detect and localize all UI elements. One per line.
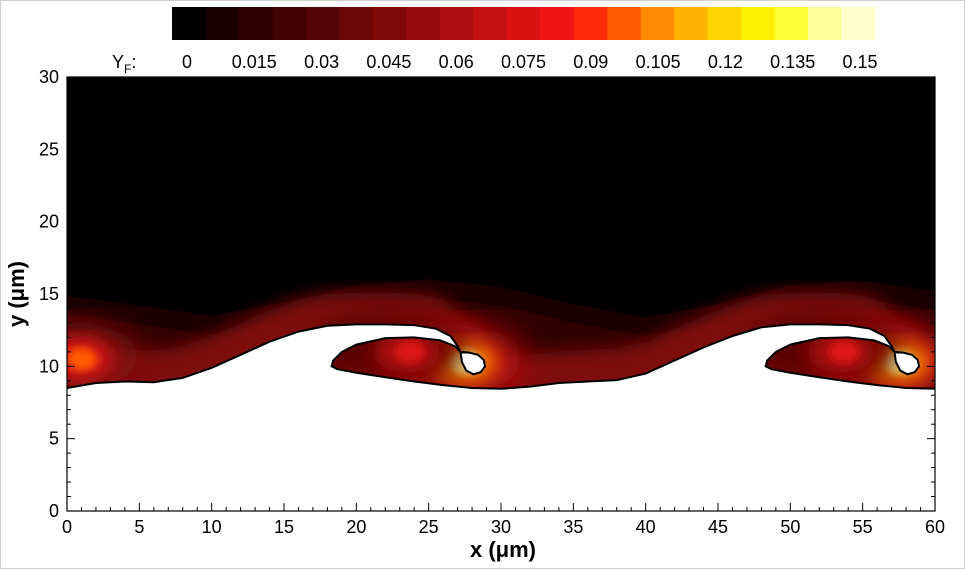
x-tick-label: 45 bbox=[708, 517, 728, 537]
x-tick-label: 15 bbox=[274, 517, 294, 537]
colorbar-labels: YF: 0 0.015 0.03 0.045 0.06 0.075 0.09 0.105 0.1… bbox=[112, 52, 878, 76]
x-tick-label: 30 bbox=[491, 517, 511, 537]
x-axis-title: x (μm) bbox=[470, 537, 536, 562]
x-axis: 0 5 10 15 20 25 30 35 40 45 50 55 60 bbox=[62, 77, 945, 537]
x-tick-label: 20 bbox=[346, 517, 366, 537]
colorbar-swatch bbox=[439, 7, 474, 40]
colorbar-tick-label: 0.045 bbox=[366, 52, 411, 72]
hot-spot-peak bbox=[394, 340, 426, 364]
colorbar-swatch bbox=[808, 7, 843, 40]
colorbar-swatch bbox=[607, 7, 642, 40]
x-tick-label: 5 bbox=[134, 517, 144, 537]
colorbar-swatch bbox=[573, 7, 608, 40]
x-tick-label: 25 bbox=[419, 517, 439, 537]
colorbar-swatch bbox=[305, 7, 340, 40]
colorbar-tick-label: 0.03 bbox=[304, 52, 339, 72]
colorbar-swatch bbox=[372, 7, 407, 40]
hot-spot-peak bbox=[67, 347, 97, 371]
y-tick-label: 15 bbox=[39, 284, 59, 304]
colorbar-variable: Y bbox=[112, 52, 124, 72]
y-tick-label: 30 bbox=[39, 67, 59, 87]
colorbar-variable-subscript: F bbox=[124, 62, 131, 76]
colorbar-tick-label: 0.12 bbox=[708, 52, 743, 72]
plot-area bbox=[67, 77, 935, 511]
interface-contour bbox=[67, 323, 935, 390]
colorbar-swatch bbox=[272, 7, 307, 40]
colorbar-tick-label: 0 bbox=[182, 52, 192, 72]
x-tick-label: 40 bbox=[636, 517, 656, 537]
colorbar-variable-label: YF: bbox=[112, 52, 136, 76]
y-tick-label: 20 bbox=[39, 212, 59, 232]
y-tick-label: 0 bbox=[49, 501, 59, 521]
colorbar-tick-label: 0.105 bbox=[636, 52, 681, 72]
colorbar-swatch bbox=[339, 7, 374, 40]
colorbar-tick-label: 0.06 bbox=[439, 52, 474, 72]
colorbar bbox=[172, 7, 876, 40]
colorbar-swatch bbox=[540, 7, 575, 40]
x-tick-label: 60 bbox=[925, 517, 945, 537]
hot-spot-peak bbox=[828, 340, 860, 364]
colorbar-swatch bbox=[640, 7, 675, 40]
colorbar-tick-label: 0.15 bbox=[842, 52, 877, 72]
colorbar-swatch bbox=[406, 7, 441, 40]
colorbar-tick-label: 0.075 bbox=[501, 52, 546, 72]
x-tick-label: 50 bbox=[780, 517, 800, 537]
x-tick-label: 10 bbox=[202, 517, 222, 537]
colorbar-swatch bbox=[506, 7, 541, 40]
x-tick-label: 35 bbox=[563, 517, 583, 537]
colorbar-swatch bbox=[774, 7, 809, 40]
colorbar-swatch bbox=[741, 7, 776, 40]
colorbar-swatch bbox=[238, 7, 274, 40]
colorbar-swatch bbox=[172, 7, 207, 40]
y-tick-label: 5 bbox=[49, 429, 59, 449]
colorbar-swatch bbox=[473, 7, 508, 40]
colorbar-variable-suffix: : bbox=[131, 52, 136, 72]
y-axis: 0 5 10 15 20 25 30 bbox=[39, 67, 935, 521]
x-tick-label: 55 bbox=[853, 517, 873, 537]
colorbar-swatch bbox=[205, 7, 240, 40]
y-axis-title: y (μm) bbox=[4, 261, 29, 327]
colorbar-swatch bbox=[674, 7, 709, 40]
colorbar-swatch bbox=[841, 7, 876, 40]
y-tick-label: 25 bbox=[39, 139, 59, 159]
y-tick-label: 10 bbox=[39, 356, 59, 376]
colorbar-tick-label: 0.135 bbox=[770, 52, 815, 72]
colorbar-tick-label: 0.015 bbox=[232, 52, 277, 72]
colorbar-tick-label: 0.09 bbox=[573, 52, 608, 72]
colorbar-swatch bbox=[707, 7, 742, 40]
x-tick-label: 0 bbox=[62, 517, 72, 537]
hot-spot bbox=[67, 321, 141, 391]
liquid-region bbox=[67, 324, 935, 511]
